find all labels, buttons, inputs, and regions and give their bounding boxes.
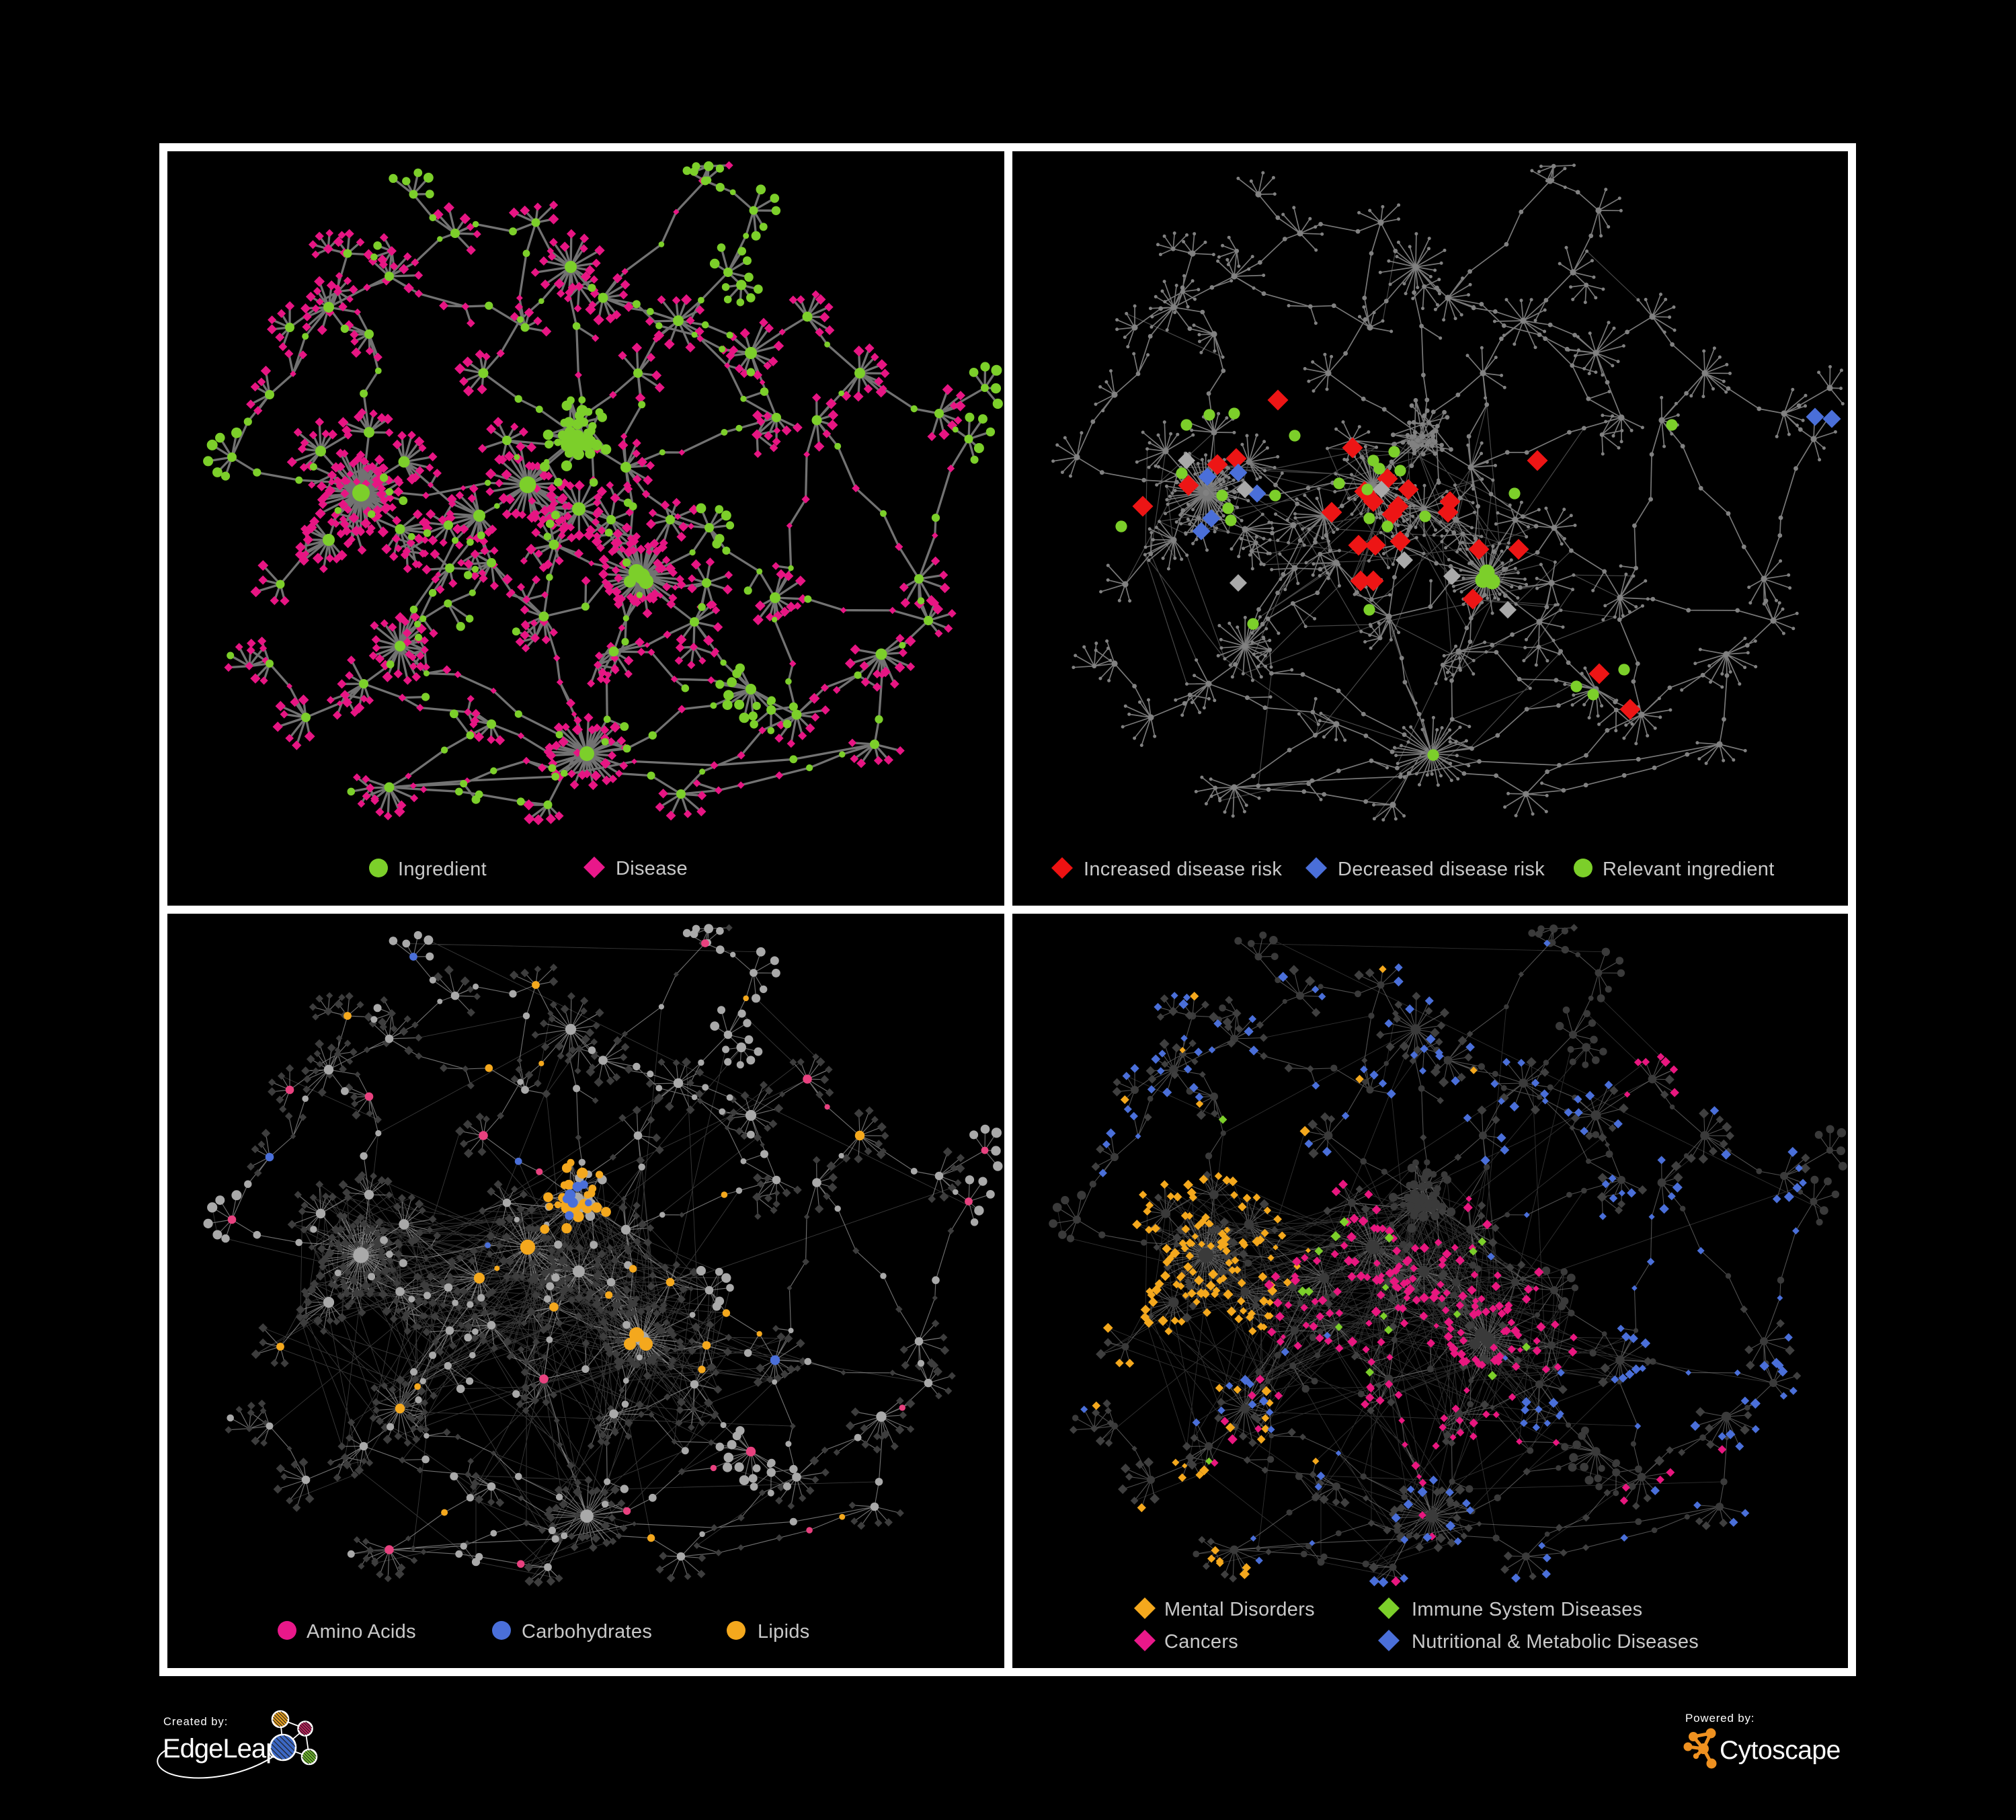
svg-text:Disease: Disease <box>616 858 688 879</box>
svg-text:Relevant ingredient: Relevant ingredient <box>1603 859 1775 880</box>
svg-text:Increased disease risk: Increased disease risk <box>1084 859 1282 880</box>
svg-text:Lipids: Lipids <box>758 1621 810 1643</box>
svg-text:Created by:: Created by: <box>163 1716 228 1728</box>
svg-text:Decreased disease risk: Decreased disease risk <box>1338 859 1545 880</box>
svg-text:Immune System Diseases: Immune System Diseases <box>1412 1599 1642 1620</box>
svg-text:Cytoscape: Cytoscape <box>1720 1736 1841 1765</box>
svg-text:Cancers: Cancers <box>1164 1631 1238 1653</box>
svg-text:Powered by:: Powered by: <box>1685 1712 1755 1725</box>
svg-text:Carbohydrates: Carbohydrates <box>522 1621 652 1643</box>
svg-text:EdgeLeap: EdgeLeap <box>163 1734 280 1764</box>
svg-text:Nutritional & Metabolic Diseas: Nutritional & Metabolic Diseases <box>1412 1631 1699 1653</box>
svg-text:Amino Acids: Amino Acids <box>307 1621 416 1643</box>
svg-text:Ingredient: Ingredient <box>398 859 487 880</box>
svg-text:Mental Disorders: Mental Disorders <box>1164 1599 1315 1620</box>
